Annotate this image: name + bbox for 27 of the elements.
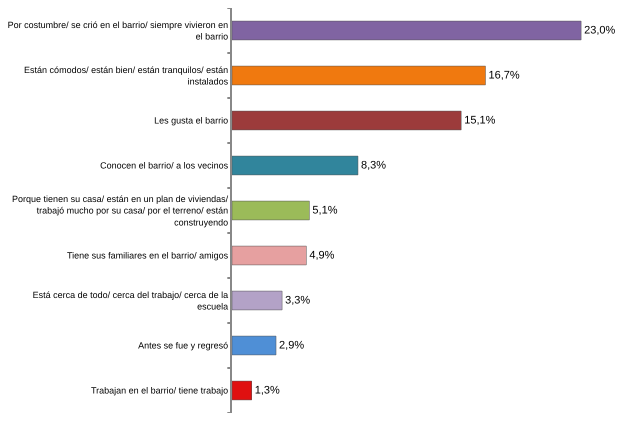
data-label: 16,7%: [488, 70, 520, 82]
bar: [232, 110, 462, 130]
y-tick-label: Antes se fue y regresó: [138, 340, 228, 351]
bar: [232, 66, 486, 86]
data-label: 2,9%: [279, 340, 304, 352]
y-tick-label: Porque tienen su casa/ están en un plan de viviendas/ trabajó mucho por su casa/ por el terreno/ están construyendo: [12, 194, 229, 228]
y-tick-label: Trabajan en el barrio/ tiene trabajo: [90, 386, 228, 396]
bar: [232, 156, 358, 176]
data-label: 5,1%: [312, 204, 338, 216]
y-tick-label: Conocen el barrio/ a los vecinos: [100, 160, 229, 171]
bar: [232, 246, 307, 266]
bar: [232, 200, 310, 220]
y-tick-label: Están cómodos/ están bien/ están tranquilos/ están instalados: [24, 64, 229, 86]
data-label: 1,3%: [254, 384, 280, 396]
data-label: 4,9%: [309, 250, 335, 262]
data-label: 8,3%: [360, 160, 386, 172]
data-label: 3,3%: [285, 294, 310, 306]
bar: [232, 290, 282, 310]
y-tick-label: Les gusta el barrio: [154, 116, 228, 126]
bar: [232, 20, 582, 40]
y-tick-label: Por costumbre/ se crió en el barrio/ siempre vivieron en el barrio: [8, 20, 228, 42]
y-tick-label: Está cerca de todo/ cerca del trabajo/ cerca de la escuela: [32, 290, 228, 312]
bar: [232, 336, 276, 356]
data-label: 23,0%: [584, 24, 616, 36]
bar: [232, 380, 252, 400]
y-tick-label: Tiene sus familiares en el barrio/ amigos: [66, 250, 229, 261]
data-label: 15,1%: [464, 114, 496, 126]
